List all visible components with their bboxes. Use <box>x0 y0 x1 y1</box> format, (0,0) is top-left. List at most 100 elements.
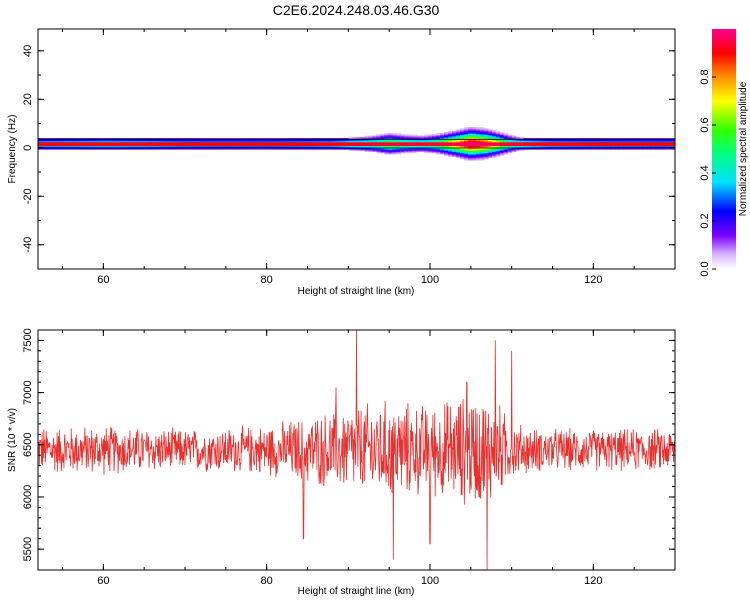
heatmap-cell <box>475 157 481 160</box>
heatmap-cell <box>213 146 218 149</box>
heatmap-cell <box>599 145 604 148</box>
heatmap-cell <box>587 141 592 144</box>
heatmap-cell <box>332 146 338 149</box>
heatmap-cell <box>292 144 298 146</box>
heatmap-cell <box>404 134 409 137</box>
heatmap-cell <box>448 130 453 133</box>
heatmap-cell <box>460 133 465 136</box>
heatmap-cell <box>109 140 115 143</box>
heatmap-cell <box>185 147 190 150</box>
heatmap-cell <box>368 140 374 143</box>
heatmap-cell <box>503 134 509 137</box>
heatmap-cell <box>635 141 640 144</box>
heatmap-cell <box>256 146 262 149</box>
heatmap-cell <box>416 147 421 150</box>
heatmap-cell <box>535 144 541 146</box>
heatmap-cell <box>324 144 330 146</box>
heatmap-cell <box>483 156 489 159</box>
heatmap-cell <box>213 142 218 145</box>
heatmap-cell <box>245 144 250 146</box>
heatmap-cell <box>81 141 87 144</box>
heatmap-cell <box>328 146 334 149</box>
colorbar-label: Normalized spectral amplitude <box>738 81 749 216</box>
heatmap-cell <box>463 127 469 129</box>
heatmap-cell <box>308 140 314 143</box>
heatmap-cell <box>487 142 493 145</box>
heatmap-cell <box>245 139 250 142</box>
heatmap-cell <box>89 142 95 145</box>
heatmap-cell <box>125 146 131 149</box>
heatmap-cell <box>499 147 505 150</box>
heatmap-cell <box>97 144 103 146</box>
heatmap-cell <box>384 135 389 138</box>
heatmap-cell <box>507 136 513 139</box>
heatmap-cell <box>456 140 461 143</box>
heatmap-cell <box>145 145 151 148</box>
heatmap-cell <box>420 142 425 145</box>
heatmap-cell <box>372 150 378 153</box>
heatmap-cell <box>591 141 596 144</box>
heatmap-cell <box>599 140 604 143</box>
heatmap-cell <box>655 140 660 143</box>
heatmap-cell <box>165 141 170 144</box>
heatmap-cell <box>376 135 381 138</box>
heatmap-cell <box>264 147 270 150</box>
heatmap-cell <box>38 147 43 150</box>
heatmap-cell <box>483 145 489 148</box>
heatmap-cell <box>467 144 473 146</box>
heatmap-cell <box>372 145 378 148</box>
heatmap-cell <box>233 145 238 148</box>
heatmap-cell <box>260 145 266 148</box>
heatmap-cell <box>436 152 441 155</box>
heatmap-cell <box>45 144 51 146</box>
heatmap-cell <box>388 147 393 150</box>
heatmap-cell <box>499 145 505 148</box>
heatmap-cell <box>623 140 628 143</box>
heatmap-cell <box>623 144 628 146</box>
heatmap-cell <box>639 147 644 150</box>
heatmap-cell <box>452 155 457 157</box>
heatmap-cell <box>209 144 214 146</box>
heatmap-cell <box>408 146 413 149</box>
heatmap-cell <box>356 141 362 144</box>
heatmap-cell <box>296 141 302 144</box>
heatmap-cell <box>388 150 393 153</box>
heatmap-cell <box>149 142 155 145</box>
heatmap-cell <box>352 147 358 150</box>
heatmap-cell <box>483 157 489 160</box>
heatmap-cell <box>252 140 258 143</box>
heatmap-cell <box>543 145 549 148</box>
heatmap-cell <box>487 135 493 138</box>
heatmap-cell <box>463 158 469 161</box>
heatmap-cell <box>332 142 338 145</box>
heatmap-cell <box>392 136 397 139</box>
heatmap-cell <box>404 149 409 151</box>
heatmap-cell <box>591 142 596 145</box>
heatmap-cell <box>280 145 286 148</box>
heatmap-cell <box>348 136 354 139</box>
heatmap-cell <box>340 141 346 144</box>
heatmap-cell <box>475 141 481 144</box>
heatmap-cell <box>89 141 95 144</box>
heatmap-cell <box>483 134 489 137</box>
colorbar-tick-label: 0.6 <box>699 117 711 132</box>
heatmap-cell <box>109 145 115 148</box>
heatmap-cell <box>523 140 529 143</box>
heatmap-cell <box>312 145 318 148</box>
spectrogram-y-tick-label: 0 <box>22 145 34 151</box>
heatmap-cell <box>241 141 246 144</box>
heatmap-cell <box>491 140 497 143</box>
heatmap-cell <box>41 144 47 146</box>
heatmap-cell <box>213 140 218 143</box>
heatmap-cell <box>388 145 393 148</box>
heatmap-cell <box>61 140 67 143</box>
heatmap-cell <box>49 139 55 142</box>
heatmap-cell <box>519 140 525 143</box>
heatmap-cell <box>495 134 501 137</box>
heatmap-cell <box>503 150 509 153</box>
heatmap-cell <box>85 139 91 142</box>
heatmap-cell <box>535 145 541 148</box>
heatmap-cell <box>292 145 298 148</box>
